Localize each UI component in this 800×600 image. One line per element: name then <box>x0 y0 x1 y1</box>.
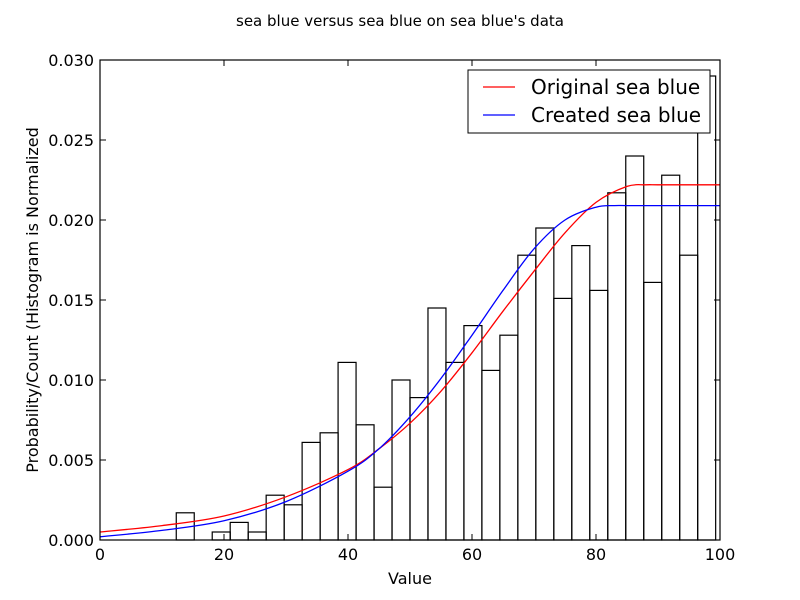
series-lines <box>99 183 720 538</box>
histogram-bar-3 <box>247 531 267 541</box>
y-axis: 0.000 0.005 0.010 0.015 0.020 0.025 0.030 <box>48 51 720 550</box>
y-tick-label-0: 0.000 <box>48 531 94 550</box>
histogram-bar-20 <box>553 297 573 541</box>
series-line-0 <box>99 183 720 533</box>
legend-box <box>467 69 711 134</box>
histogram-bar-22 <box>589 289 609 541</box>
histogram-bar-1 <box>211 531 231 541</box>
histogram-bar-12 <box>409 397 429 541</box>
histogram-bar-16 <box>481 369 501 541</box>
series-line-1 <box>99 204 720 538</box>
histogram-bar-8 <box>337 361 357 541</box>
histogram-bar-15 <box>463 325 483 541</box>
y-tick-label-5: 0.025 <box>48 131 94 150</box>
histogram-bars <box>175 75 717 541</box>
y-tick-label-6: 0.030 <box>48 51 94 70</box>
y-tick-label-2: 0.010 <box>48 371 94 390</box>
x-tick-label-4: 80 <box>586 545 606 564</box>
x-tick-label-0: 0 <box>95 545 105 564</box>
histogram-bar-28 <box>697 75 717 541</box>
histogram-bar-7 <box>319 432 339 541</box>
histogram-bar-9 <box>355 424 375 541</box>
histogram-bar-5 <box>283 504 303 541</box>
x-tick-label-2: 40 <box>338 545 358 564</box>
x-tick-label-1: 20 <box>214 545 234 564</box>
histogram-bar-18 <box>517 254 537 541</box>
histogram-bar-27 <box>679 254 699 541</box>
histogram-bar-21 <box>571 245 591 541</box>
histogram-bar-14 <box>445 361 465 541</box>
y-tick-label-4: 0.020 <box>48 211 94 230</box>
legend-label-created: Created sea blue <box>531 103 701 127</box>
histogram-bar-19 <box>535 227 555 541</box>
histogram-bar-10 <box>373 486 393 541</box>
x-tick-label-3: 60 <box>462 545 482 564</box>
chart-title: sea blue versus sea blue on sea blue's d… <box>236 12 564 30</box>
x-tick-label-5: 100 <box>705 545 736 564</box>
x-axis: 0 20 40 60 80 100 <box>95 60 735 564</box>
histogram-bar-24 <box>625 155 645 541</box>
y-tick-label-1: 0.005 <box>48 451 94 470</box>
y-axis-label: Probability/Count (Histogram is Normaliz… <box>23 127 42 473</box>
x-axis-label: Value <box>388 569 432 588</box>
histogram-bar-13 <box>427 307 447 541</box>
histogram-bar-17 <box>499 334 519 541</box>
legend-label-original: Original sea blue <box>531 75 700 99</box>
histogram-bar-2 <box>229 521 249 541</box>
histogram-bar-4 <box>265 494 285 541</box>
histogram-bar-11 <box>391 379 411 541</box>
histogram-bar-23 <box>607 192 627 541</box>
histogram-bar-25 <box>643 281 663 541</box>
legend: Original sea blue Created sea blue <box>467 69 711 134</box>
histogram-bar-26 <box>661 174 681 541</box>
y-tick-label-3: 0.015 <box>48 291 94 310</box>
